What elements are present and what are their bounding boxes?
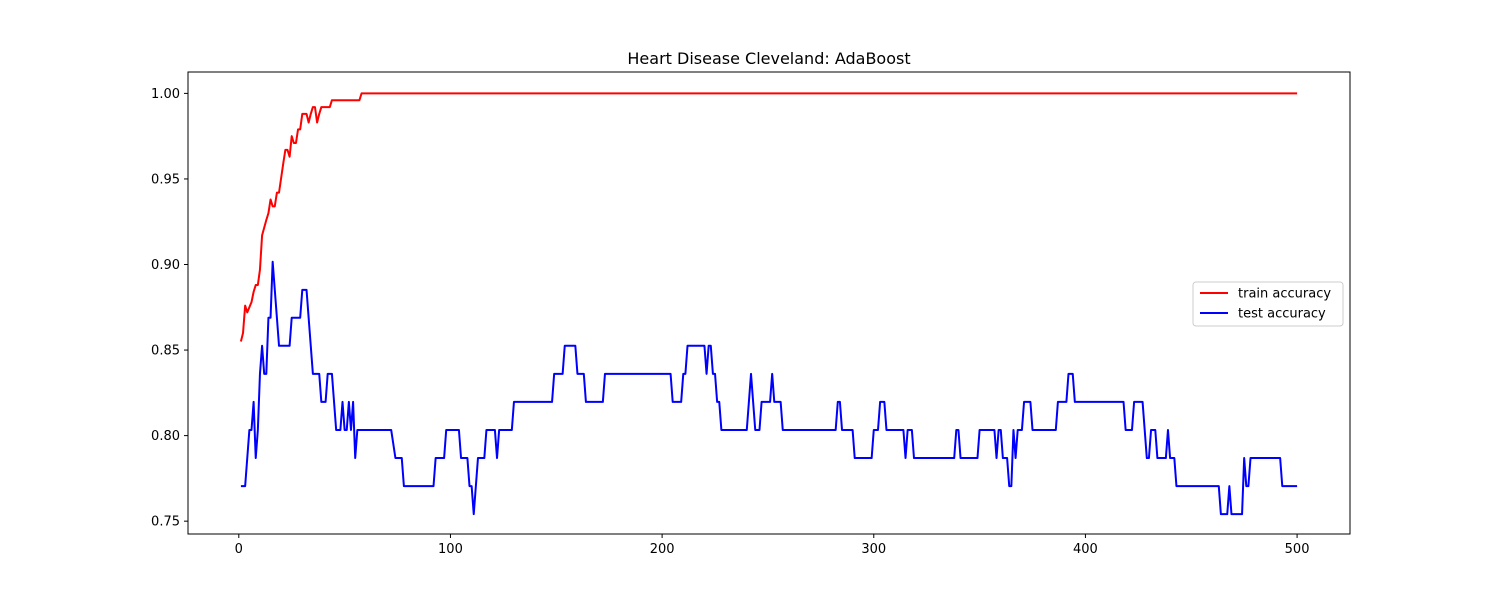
series-line-train-accuracy bbox=[239, 92, 1298, 342]
y-tick-label: 1.00 bbox=[151, 87, 180, 102]
legend-label: test accuracy bbox=[1238, 307, 1326, 322]
x-tick-label: 300 bbox=[861, 542, 886, 557]
x-tick-label: 200 bbox=[650, 542, 675, 557]
legend-label: train accuracy bbox=[1238, 287, 1331, 302]
x-tick-label: 0 bbox=[235, 542, 243, 557]
y-tick-label: 0.80 bbox=[151, 429, 180, 444]
series-line-test-accuracy bbox=[240, 260, 1298, 516]
plot-frame bbox=[187, 71, 1351, 535]
x-tick-label: 100 bbox=[438, 542, 463, 557]
y-tick-label: 0.90 bbox=[151, 258, 180, 273]
legend-box bbox=[1192, 281, 1344, 327]
y-tick-label: 0.85 bbox=[151, 344, 180, 359]
chart-title: Heart Disease Cleveland: AdaBoost bbox=[627, 49, 910, 68]
ticks-layer: 0 100 200 300 400 500 0.75 0.80 0.85 0.90 0.95 1.00 bbox=[151, 87, 1309, 557]
legend: train accuracy test accuracy bbox=[1192, 281, 1344, 327]
y-tick-label: 0.95 bbox=[151, 172, 180, 187]
series-layer bbox=[239, 92, 1298, 516]
x-tick-label: 400 bbox=[1073, 542, 1098, 557]
x-tick-label: 500 bbox=[1285, 542, 1310, 557]
y-tick-label: 0.75 bbox=[151, 515, 180, 530]
